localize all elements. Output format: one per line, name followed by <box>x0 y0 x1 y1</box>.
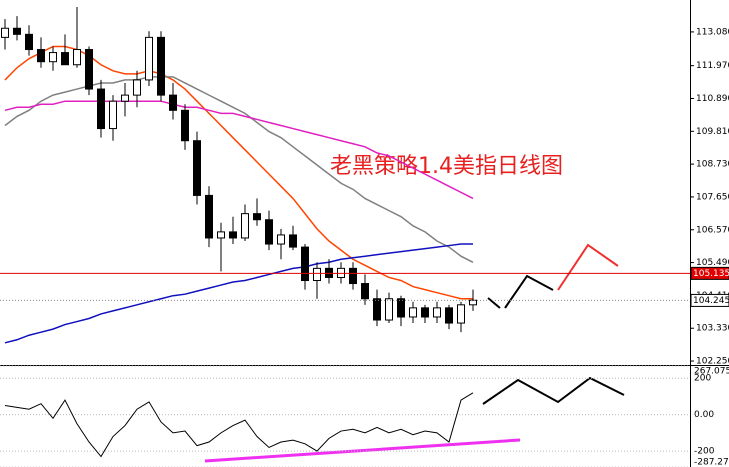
candle-body <box>313 267 321 282</box>
y-tick-label: 103.330 <box>696 324 729 334</box>
y-tick-label: 113.080 <box>696 27 729 37</box>
candle-body <box>373 298 381 321</box>
divergence-arrow <box>204 438 521 463</box>
arrow <box>482 376 625 405</box>
candle-body <box>133 79 141 96</box>
candle-body <box>241 213 249 239</box>
candle-body <box>205 194 213 239</box>
y-tick-label: 110.890 <box>696 94 729 104</box>
y-tick-label: 109.810 <box>696 127 729 137</box>
annotation: 老黑策略1.4美指日线图 <box>330 154 563 179</box>
candle-body <box>121 94 129 102</box>
y-tick-label: 108.730 <box>696 160 729 170</box>
candle-body <box>397 298 405 318</box>
candle-body <box>457 304 465 324</box>
candle-body <box>421 307 429 318</box>
candle-body <box>229 231 237 239</box>
candle-body <box>169 94 177 111</box>
arrow <box>487 297 501 309</box>
candle-body <box>265 219 273 245</box>
candle-body <box>145 36 153 81</box>
candle-body <box>445 307 453 324</box>
y-tick-label: 102.250 <box>696 357 729 367</box>
candle-body <box>217 231 225 239</box>
cci-line <box>4 392 474 458</box>
candle-body <box>181 109 189 142</box>
candle-body <box>37 49 45 63</box>
arrow <box>557 243 619 291</box>
candle-body <box>409 307 417 318</box>
y-tick-label: 107.650 <box>696 192 729 202</box>
moving-average <box>4 100 474 200</box>
candle-body <box>289 234 297 248</box>
candle-body <box>49 52 57 63</box>
forecast-arrows <box>204 243 625 463</box>
candle-body <box>301 246 309 282</box>
y-tick-label: 200 <box>694 374 711 384</box>
candle-body <box>25 33 33 51</box>
candle-body <box>109 100 117 130</box>
price-label-box <box>690 293 729 307</box>
moving-average <box>4 243 473 344</box>
y-tick-label: 105.490 <box>696 258 729 268</box>
candle-body <box>61 52 69 66</box>
y-tick-label: 267.0751 <box>694 367 729 377</box>
candle-body <box>1 27 9 38</box>
price-label: 104.245 <box>693 296 729 306</box>
y-tick-label: 106.570 <box>696 225 729 235</box>
price-label: 105.135 <box>693 269 729 279</box>
candle-body <box>253 213 261 221</box>
candle-body <box>349 267 357 285</box>
candle-body <box>277 234 285 245</box>
arrow <box>504 274 554 309</box>
moving-average <box>4 76 474 263</box>
y-tick-label: 0.00 <box>694 410 714 420</box>
candle-body <box>469 299 477 306</box>
price-label-box <box>690 266 729 280</box>
candle-body <box>433 307 441 318</box>
candle-body <box>97 88 105 130</box>
y-tick-label: 111.970 <box>696 61 729 71</box>
candle-body <box>85 49 93 90</box>
candle-body <box>361 283 369 300</box>
moving-average <box>4 45 473 300</box>
y-tick-label: -287.274 <box>694 458 729 467</box>
candle-body <box>13 27 21 35</box>
y-tick-label: -200 <box>694 447 715 457</box>
candle-body <box>157 36 165 96</box>
candle-body <box>193 140 201 196</box>
candle-body <box>73 49 81 66</box>
candle-body <box>385 298 393 321</box>
